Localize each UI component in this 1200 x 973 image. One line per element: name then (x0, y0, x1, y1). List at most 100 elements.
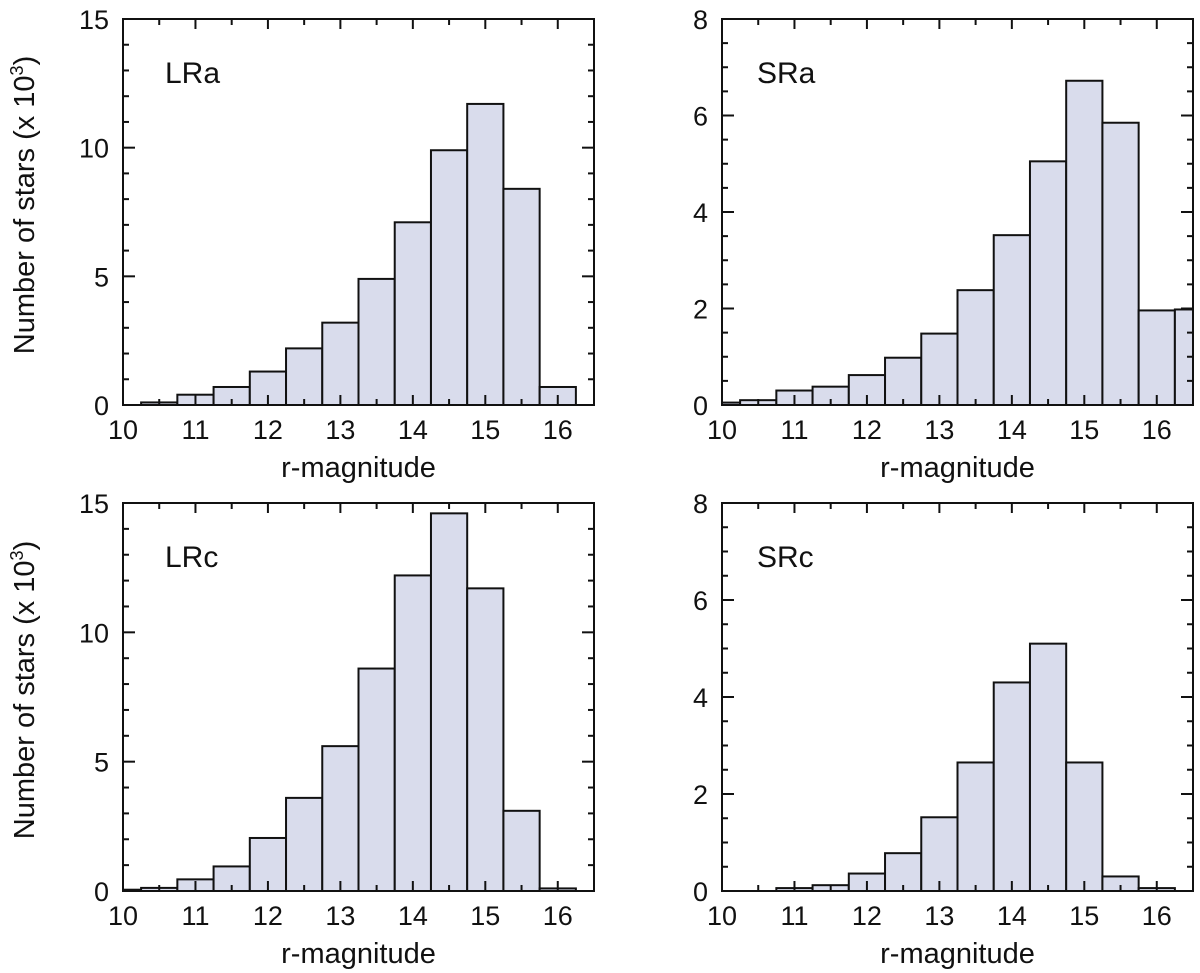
x-tick-label: 13 (325, 415, 355, 445)
histogram-bar (321, 321, 360, 406)
y-axis-title-bottom: Number of stars (x 103) (7, 541, 41, 840)
x-axis-title: r-magnitude (281, 452, 436, 484)
histogram-bar (502, 809, 541, 893)
plot-frame (122, 502, 595, 892)
histogram-bar (920, 816, 959, 893)
x-tick-label: 15 (1069, 415, 1099, 445)
histogram-bar (884, 356, 923, 406)
y-tick-label: 10 (79, 618, 109, 648)
bars (775, 642, 1176, 893)
histogram-bar (502, 187, 541, 406)
x-tick-label: 16 (1142, 415, 1172, 445)
x-tick-label: 16 (543, 415, 573, 445)
histogram-bar (1065, 761, 1104, 892)
y-tick-label: 4 (693, 683, 708, 713)
histogram-bar (1065, 79, 1104, 406)
x-tick-label: 16 (543, 901, 573, 931)
y-tick-label: 0 (94, 391, 109, 421)
y-tick-label: 8 (693, 489, 708, 519)
panel-label: LRa (165, 57, 220, 90)
y-tick-label: 5 (94, 262, 109, 292)
panel-lra: 10 11 12 13 14 15 16 0 5 10 15 r-magnitude LRa (79, 5, 595, 484)
histogram-bar (956, 289, 995, 407)
y-tick-label: 2 (693, 295, 708, 325)
x-tick-label: 12 (253, 901, 283, 931)
y-ticks: 0 5 10 15 (79, 489, 594, 907)
histogram-bar (285, 347, 324, 406)
histogram-bar (393, 221, 432, 406)
histogram-bar (956, 761, 995, 892)
histogram-bar (1101, 121, 1140, 407)
x-ticks: 10 11 12 13 14 15 16 (707, 19, 1194, 445)
histogram-bar (1028, 160, 1068, 406)
y-ticks: 0 2 4 6 8 (693, 489, 1193, 907)
x-tick-label: 13 (924, 415, 954, 445)
histogram-bar (1028, 642, 1068, 893)
y-tick-label: 0 (94, 877, 109, 907)
y-ticks: 0 5 10 15 (79, 5, 594, 421)
x-axis-title: r-magnitude (281, 938, 436, 970)
histogram-bar (321, 745, 360, 892)
y-tick-label: 15 (79, 5, 109, 35)
x-tick-label: 12 (852, 901, 882, 931)
x-ticks: 10 11 12 13 14 15 16 (108, 19, 595, 445)
y-tick-label: 10 (79, 134, 109, 164)
x-tick-label: 16 (1142, 901, 1172, 931)
x-tick-label: 14 (398, 901, 428, 931)
panel-label: LRc (165, 541, 218, 574)
x-tick-label: 15 (470, 415, 500, 445)
x-tick-label: 11 (780, 415, 808, 445)
bars (140, 102, 577, 407)
histogram-bar (466, 587, 505, 892)
panel-label: SRa (757, 57, 816, 90)
bars (721, 79, 1195, 407)
x-tick-label: 11 (181, 415, 209, 445)
y-tick-label: 8 (693, 5, 708, 35)
x-tick-label: 13 (325, 901, 355, 931)
y-tick-label: 0 (693, 391, 708, 421)
histogram-bar (393, 574, 432, 893)
x-tick-label: 10 (108, 901, 138, 931)
panel-src: 10 11 12 13 14 15 16 0 2 4 6 8 r-magnitude SRc (693, 489, 1194, 970)
panel-label: SRc (757, 541, 814, 574)
y-tick-label: 4 (693, 198, 708, 228)
x-tick-label: 14 (398, 415, 428, 445)
x-tick-label: 15 (1069, 901, 1099, 931)
y-axis-title-top: Number of stars (x 103) (7, 56, 41, 355)
x-tick-label: 10 (108, 415, 138, 445)
y-ticks: 0 2 4 6 8 (693, 5, 1193, 421)
x-tick-label: 11 (780, 901, 808, 931)
x-ticks: 10 11 12 13 14 15 16 (707, 503, 1194, 931)
histogram-bar (1137, 309, 1176, 406)
y-tick-label: 2 (693, 780, 708, 810)
x-ticks: 10 11 12 13 14 15 16 (108, 503, 595, 931)
panel-lrc: 10 11 12 13 14 15 16 0 5 10 15 r-magnitude LRc (79, 489, 595, 970)
y-tick-label: 6 (693, 102, 708, 132)
histogram-bar (429, 512, 469, 892)
plot-frame (122, 18, 595, 406)
histogram-bar (466, 102, 505, 406)
x-tick-label: 10 (707, 415, 737, 445)
x-tick-label: 14 (997, 901, 1027, 931)
bars (122, 512, 577, 893)
x-axis-title: r-magnitude (880, 452, 1035, 484)
x-axis-title: r-magnitude (880, 938, 1035, 970)
x-tick-label: 10 (707, 901, 737, 931)
x-tick-label: 15 (470, 901, 500, 931)
histogram-bar (992, 681, 1031, 893)
x-tick-label: 14 (997, 415, 1027, 445)
histogram-bar (285, 796, 324, 893)
y-tick-label: 5 (94, 748, 109, 778)
x-tick-label: 11 (181, 901, 209, 931)
histogram-bar (429, 149, 469, 406)
histogram-bar (357, 667, 396, 893)
histogram-bar (920, 332, 959, 406)
histogram-bar (992, 234, 1031, 406)
x-tick-label: 12 (852, 415, 882, 445)
x-tick-label: 12 (253, 415, 283, 445)
panel-sra: 10 11 12 13 14 15 16 0 2 4 6 8 r-magnitude SRa (693, 5, 1195, 484)
y-tick-label: 15 (79, 489, 109, 519)
x-tick-label: 13 (924, 901, 954, 931)
y-tick-label: 0 (693, 877, 708, 907)
